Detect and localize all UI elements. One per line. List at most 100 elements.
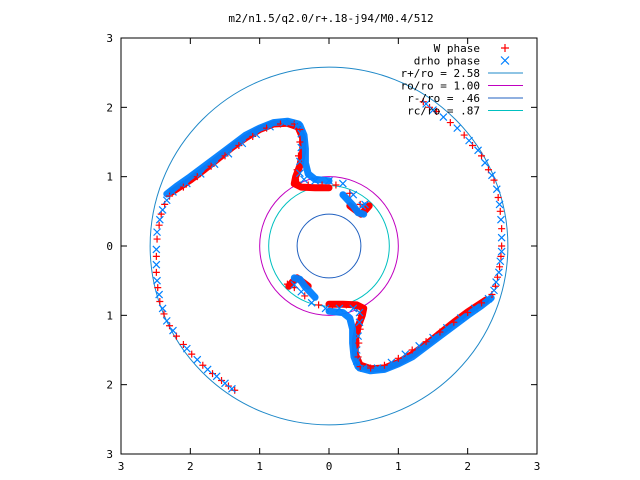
w-phase-band xyxy=(357,296,490,373)
drho-phase-point xyxy=(415,341,424,350)
drho-phase-point xyxy=(224,149,233,158)
drho-phase-point xyxy=(297,143,306,152)
drho-phase-point xyxy=(401,350,410,359)
drho-phase-point xyxy=(497,233,506,242)
drho-phase-point xyxy=(465,136,473,145)
drho-phase-point xyxy=(488,171,496,180)
drho-phase-point xyxy=(352,346,361,354)
drho-phase-point xyxy=(387,358,396,367)
w-phase-point xyxy=(367,364,375,372)
w-phase-point xyxy=(357,311,365,319)
dense-bands xyxy=(163,117,495,375)
w-phase-point xyxy=(296,138,304,146)
drho-phase-point xyxy=(155,215,164,224)
drho-phase-point xyxy=(338,179,347,188)
drho-phase-band xyxy=(356,294,495,375)
drho-phase-point xyxy=(453,124,462,133)
drho-phase-point xyxy=(335,304,344,313)
x-tick-label: 2 xyxy=(464,460,471,473)
x-tick-label: 3 xyxy=(534,460,541,473)
y-tick-label: 0 xyxy=(106,240,113,253)
w-phase-point xyxy=(199,361,207,369)
drho-phase-band xyxy=(325,307,362,371)
drho-phase-point xyxy=(439,113,448,121)
w-phase-point xyxy=(152,252,160,260)
drho-phase-point xyxy=(321,304,330,313)
drho-phase-point xyxy=(495,200,504,209)
drho-phase-point xyxy=(355,308,364,317)
drho-phase-point xyxy=(295,157,304,166)
drho-phase-point xyxy=(349,304,358,313)
drho-phase-point xyxy=(429,106,437,115)
w-phase-point xyxy=(328,301,336,309)
w-phase-point xyxy=(154,284,162,292)
drho-phase-point xyxy=(442,323,451,332)
reference-circles xyxy=(149,66,509,426)
w-phase-point xyxy=(498,242,506,250)
drho-phase-point xyxy=(497,247,506,256)
w-phase-point xyxy=(188,350,196,358)
w-phase-point xyxy=(353,304,361,312)
drho-phase-point xyxy=(492,278,501,286)
drho-phase-point xyxy=(484,294,493,303)
drho-phase-point xyxy=(203,365,212,374)
drho-phase-point xyxy=(297,129,306,138)
w-phase-point xyxy=(332,181,340,189)
drho-phase-point xyxy=(349,190,358,199)
w-phase-point xyxy=(498,225,506,233)
w-phase-point xyxy=(304,181,312,189)
drho-phase-point xyxy=(221,379,229,388)
w-phase-point xyxy=(160,310,168,318)
drho-phase-point xyxy=(429,333,437,342)
y-tick-label: 2 xyxy=(106,379,113,392)
circle-ro xyxy=(259,176,399,316)
drho-phase-point xyxy=(354,332,363,341)
w-phase-point xyxy=(493,273,501,281)
w-phase-point xyxy=(464,309,472,317)
drho-phase-point xyxy=(300,175,308,184)
w-phase-point xyxy=(408,346,416,354)
w-phase-point xyxy=(283,280,291,288)
drho-phase-point xyxy=(153,276,161,285)
drho-phase-point xyxy=(169,326,177,335)
w-phase-point xyxy=(446,119,454,127)
drho-phase-point xyxy=(252,130,261,139)
drho-phase-point xyxy=(169,187,177,196)
drho-phase-point xyxy=(182,179,191,188)
y-tick-label: 3 xyxy=(106,448,113,461)
w-phase-point xyxy=(356,325,364,333)
y-tick-label: 3 xyxy=(106,32,113,45)
w-phase-point xyxy=(166,192,174,200)
w-phase-point xyxy=(315,301,323,309)
w-phase-point xyxy=(235,141,243,149)
drho-phase-point xyxy=(266,122,274,131)
data-points xyxy=(152,98,506,394)
drho-phase-point xyxy=(422,99,430,108)
y-tick-label: 2 xyxy=(106,101,113,114)
drho-phase-point xyxy=(481,158,489,167)
w-phase-point xyxy=(496,263,504,271)
w-phase-point xyxy=(301,292,309,300)
x-tick-label: 3 xyxy=(118,460,125,473)
x-tick-label: 2 xyxy=(187,460,194,473)
drho-phase-point xyxy=(311,176,320,185)
w-phase-point xyxy=(380,361,388,369)
x-tick-label: 0 xyxy=(326,460,333,473)
w-phase-point xyxy=(355,339,363,347)
drho-phase-point xyxy=(152,245,161,254)
legend-swatch-w xyxy=(501,44,509,52)
w-phase-point xyxy=(436,328,444,336)
drho-phase-band xyxy=(290,274,319,301)
w-phase-point xyxy=(394,354,402,362)
legend-swatch-drho xyxy=(500,56,510,65)
w-phase-point xyxy=(179,340,187,348)
circle-r+ xyxy=(149,66,509,426)
drho-phase-point xyxy=(158,206,167,214)
drho-phase-point xyxy=(162,316,171,325)
w-phase-point xyxy=(422,338,430,346)
x-tick-label: 1 xyxy=(395,460,402,473)
drho-phase-point xyxy=(456,314,465,323)
legend-label: r+/ro = 2.58 xyxy=(401,67,480,80)
drho-phase-point xyxy=(153,228,161,237)
